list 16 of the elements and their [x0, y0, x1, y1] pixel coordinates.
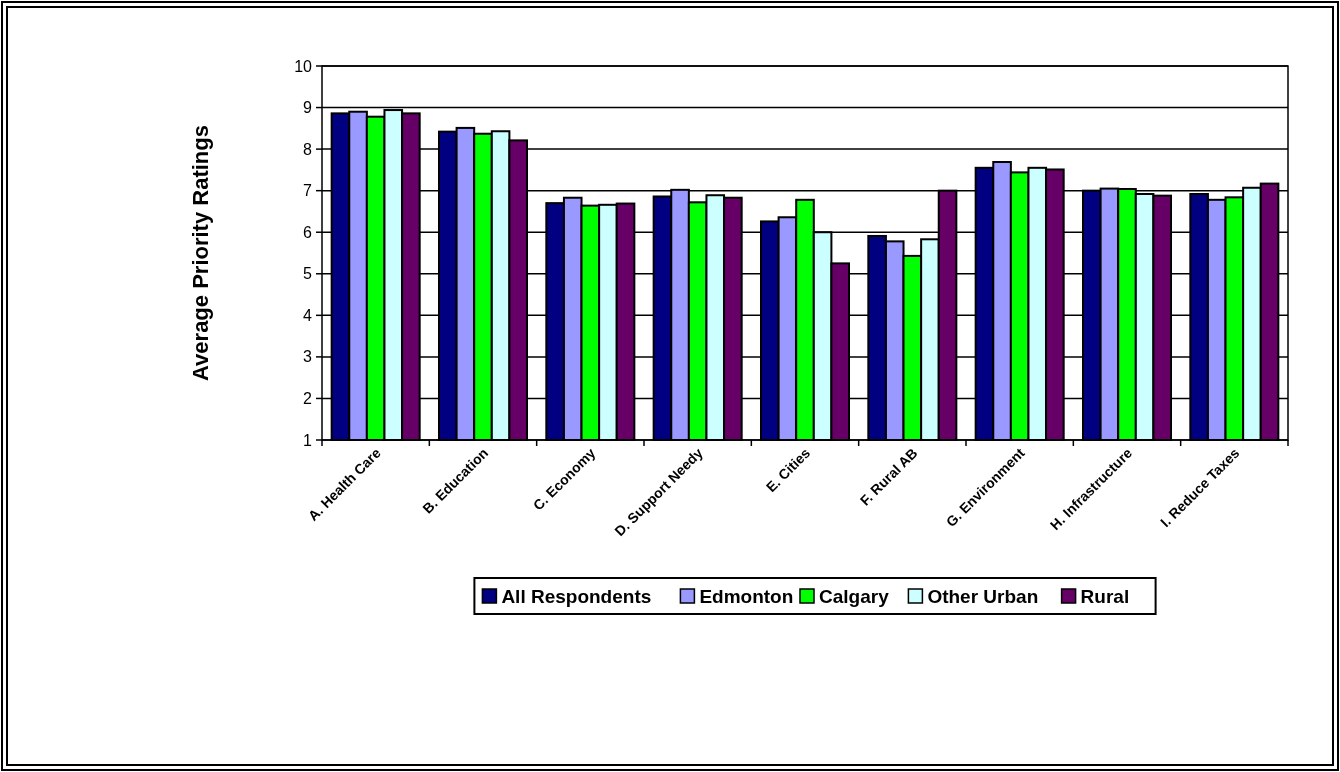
y-tick-label: 10 — [294, 57, 313, 75]
legend-label: All Respondents — [501, 586, 652, 607]
legend-label: Calgary — [819, 586, 890, 607]
y-tick-label: 2 — [303, 390, 313, 408]
legend-label: Other Urban — [927, 586, 1039, 607]
y-tick-label: 7 — [303, 182, 313, 200]
y-tick-label: 1 — [303, 431, 313, 449]
legend-label: Edmonton — [699, 586, 794, 607]
y-tick-label: 6 — [303, 223, 313, 241]
y-axis-title: Average Priority Ratings — [188, 125, 213, 381]
y-tick-label: 9 — [303, 99, 313, 117]
y-tick-label: 3 — [303, 348, 313, 366]
y-tick-label: 4 — [303, 306, 313, 324]
legend-label: Rural — [1080, 586, 1130, 607]
y-tick-label: 8 — [303, 140, 313, 158]
y-tick-label: 5 — [303, 265, 313, 283]
